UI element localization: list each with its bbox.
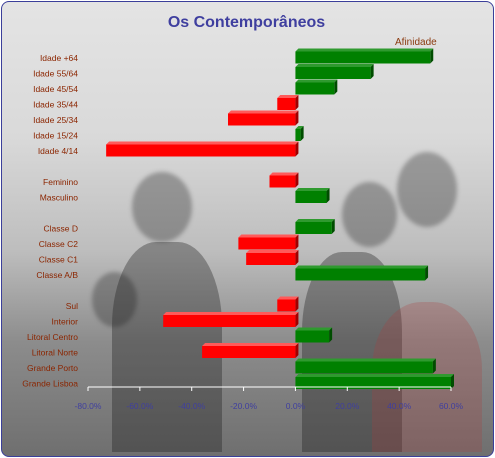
bar [163,315,296,327]
photo-body [302,252,402,452]
category-label: Idade 55/64 [33,69,78,79]
category-label: Idade 35/44 [33,100,78,110]
bar [295,361,433,374]
bar-side-face [295,343,299,358]
bar-top-face [295,265,429,269]
bar [228,113,296,126]
bar-side-face [295,296,299,312]
category-label: Grande Lisboa [22,379,78,389]
category-label: Sul [66,301,78,311]
bar-top-face [163,312,299,315]
bar-top-face [238,234,299,238]
category-label: Litoral Norte [32,348,79,358]
x-tick-label: 0.0% [286,401,306,411]
category-label: Classe A/B [36,270,78,280]
bar-side-face [326,188,330,203]
x-tick-label: -60.0% [126,401,153,411]
photo-head [342,182,397,247]
bar [202,346,296,358]
bar [295,268,426,281]
bar [277,299,296,312]
bar [295,67,371,79]
bar [295,330,330,343]
bar [246,253,296,265]
bar-side-face [295,234,299,250]
bar-top-face [277,95,299,98]
photo-head [397,152,457,227]
bar-top-face [246,250,299,253]
bar-side-face [430,48,434,64]
photo-head [92,272,137,327]
bar-side-face [300,126,304,141]
chart-title: Os Contemporâneos [167,14,326,31]
category-label: Interior [52,317,79,327]
category-label: Idade 45/54 [33,84,78,94]
bar-top-face [269,172,299,176]
bar [277,98,296,110]
bar-top-face [277,296,299,300]
bar [295,129,301,141]
x-tick-label: -20.0% [230,401,257,411]
bar-top-face [106,141,299,145]
bar-top-face [295,358,436,362]
x-tick-label: -80.0% [75,401,102,411]
bar-top-face [295,327,333,331]
bar-side-face [425,265,429,281]
category-label: Idade 15/24 [33,131,78,141]
bar [295,82,335,95]
bar-top-face [295,374,454,377]
category-label: Classe C2 [39,239,78,249]
bar-side-face [334,79,338,95]
bar-side-face [295,172,299,188]
category-label: Feminino [43,177,78,187]
bar-side-face [329,327,333,343]
bar-top-face [295,219,335,222]
bar [295,222,332,234]
bar-top-face [295,79,338,83]
category-label: Idade +64 [40,53,78,63]
bar-side-face [295,95,299,110]
category-label: Litoral Centro [27,332,78,342]
bar [295,51,431,64]
bar [295,191,327,203]
bar-side-face [295,250,299,265]
category-label: Classe C1 [39,255,78,265]
x-tick-label: -40.0% [178,401,205,411]
bar-top-face [295,126,304,129]
bar [295,377,451,389]
bar-top-face [295,188,330,191]
x-tick-label: 40.0% [387,401,412,411]
category-label: Idade 25/34 [33,115,78,125]
bar-top-face [295,48,434,52]
bar-top-face [295,64,374,67]
bar-side-face [295,312,299,327]
bar-side-face [331,219,335,234]
bar-top-face [228,110,299,114]
bar [269,175,296,188]
bar-side-face [432,358,436,374]
x-tick-label: 60.0% [439,401,464,411]
photo-head [132,172,192,242]
category-label: Grande Porto [27,363,78,373]
bar [238,237,296,250]
bar-side-face [295,141,299,157]
bar-side-face [451,374,454,389]
legend-label: Afinidade [395,37,437,48]
bar-side-face [295,110,299,126]
bar-side-face [370,64,374,79]
category-label: Idade 4/14 [38,146,78,156]
x-tick-label: 20.0% [335,401,360,411]
category-label: Masculino [40,193,79,203]
bar [106,144,296,157]
bar-top-face [202,343,299,346]
category-label: Classe D [44,224,78,234]
